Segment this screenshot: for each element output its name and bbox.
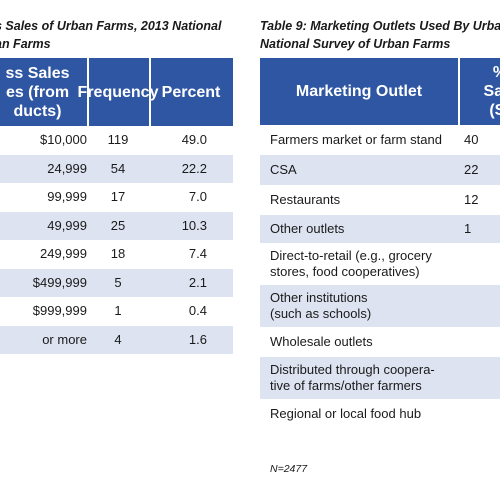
outlet-cell: Other institutions (such as schools) bbox=[270, 290, 455, 322]
outlet-line: stores, food cooperatives) bbox=[270, 264, 420, 279]
outlet-line: CSA bbox=[270, 162, 297, 177]
table-row: 249,999 18 7.4 bbox=[0, 240, 233, 269]
header-gross-sales-line-1: ss Sales bbox=[5, 64, 70, 82]
percent-sales-cell: 12 bbox=[464, 192, 479, 207]
frequency-cell: 17 bbox=[110, 189, 126, 204]
outlet-line: Distributed through coopera- bbox=[270, 362, 435, 377]
list-item: Regional or local food hub bbox=[260, 399, 500, 429]
list-item: Wholesale outlets bbox=[260, 327, 500, 357]
header-percent: Percent bbox=[161, 83, 221, 101]
percent-sales-cell bbox=[464, 327, 500, 357]
frequency-cell: 54 bbox=[110, 160, 126, 176]
header-marketing-outlet: Marketing Outlet bbox=[295, 82, 423, 100]
table-row: $10,000 119 49.0 bbox=[0, 126, 233, 155]
header-pct-line-2: Sale bbox=[483, 83, 500, 100]
header-gross-sales-line-3: ducts) bbox=[13, 102, 62, 120]
list-item: Farmers market or farm stand 40 bbox=[260, 125, 500, 155]
left-table-caption: s Sales of Urban Farms, 2013 National an… bbox=[0, 17, 221, 53]
frequency-cell: 5 bbox=[114, 274, 122, 290]
left-caption-line-2: an Farms bbox=[0, 37, 51, 51]
frequency-cell: 18 bbox=[110, 246, 126, 261]
outlet-cell: Distributed through coopera-tive of farm… bbox=[270, 362, 455, 394]
frequency-cell: 4 bbox=[114, 331, 122, 347]
sales-range-cell: 24,999 bbox=[47, 160, 87, 176]
percent-cell: 22.2 bbox=[181, 160, 207, 176]
sales-range-cell: 49,999 bbox=[47, 217, 87, 233]
outlet-cell: Direct-to-retail (e.g., grocery stores, f… bbox=[270, 248, 455, 280]
outlet-line: Other outlets bbox=[270, 221, 345, 236]
outlet-line: Regional or local food hub bbox=[270, 406, 422, 421]
list-item: Distributed through coopera-tive of farm… bbox=[260, 357, 500, 399]
marketing-outlets-table: Marketing Outlet % Sale (St Farmers mark… bbox=[260, 58, 500, 429]
percent-sales-cell: 22 bbox=[464, 162, 479, 177]
table-row: 24,999 54 22.2 bbox=[0, 154, 233, 183]
header-gross-sales-line-2: es (from bbox=[5, 83, 70, 101]
header-pct-line-1: % bbox=[493, 63, 500, 82]
header-pct-line-3: (St bbox=[489, 102, 500, 119]
right-caption-line-2: National Survey of Urban Farms bbox=[260, 37, 451, 51]
outlet-cell: Other outlets bbox=[270, 221, 455, 237]
right-table-caption: Table 9: Marketing Outlets Used By Urban… bbox=[260, 17, 500, 53]
sales-range-cell: $999,999 bbox=[32, 303, 87, 318]
percent-sales-cell bbox=[464, 357, 500, 399]
header-gross-sales: ss Sales es (from ducts) bbox=[0, 58, 87, 126]
sales-range-cell: $499,999 bbox=[32, 274, 87, 290]
outlet-cell: Farmers market or farm stand bbox=[270, 132, 455, 148]
outlet-line: Farmers market or farm stand bbox=[270, 132, 442, 147]
list-item: Restaurants 12 bbox=[260, 185, 500, 215]
header-frequency: Frequency bbox=[77, 83, 159, 101]
table-row: or more 4 1.6 bbox=[0, 325, 233, 354]
outlet-line: (such as schools) bbox=[270, 306, 372, 321]
percent-cell: 1.6 bbox=[188, 331, 207, 347]
sample-size-note: N=2477 bbox=[270, 463, 308, 475]
frequency-cell: 119 bbox=[107, 132, 129, 147]
sales-range-cell: or more bbox=[42, 331, 87, 347]
outlet-line: Direct-to-retail (e.g., grocery bbox=[270, 248, 432, 263]
gross-sales-table: ss Sales es (from ducts) Frequency Perce… bbox=[0, 58, 233, 354]
left-caption-line-1: s Sales of Urban Farms, 2013 National bbox=[0, 19, 222, 33]
sales-range-cell: 249,999 bbox=[40, 246, 87, 261]
list-item: Other outlets 1 bbox=[260, 215, 500, 243]
frequency-cell: 25 bbox=[110, 217, 126, 233]
percent-cell: 0.4 bbox=[188, 303, 207, 318]
percent-cell: 2.1 bbox=[188, 274, 207, 290]
right-caption-line-1: Table 9: Marketing Outlets Used By Urban… bbox=[260, 19, 500, 33]
percent-sales-cell: 1 bbox=[464, 221, 472, 236]
table-row: 49,999 25 10.3 bbox=[0, 211, 233, 240]
outlet-cell: Restaurants bbox=[270, 192, 455, 208]
header-percent-sales: % Sale (St bbox=[460, 58, 500, 125]
left-table-header: ss Sales es (from ducts) Frequency Perce… bbox=[0, 58, 233, 126]
table-row: $499,999 5 2.1 bbox=[0, 268, 233, 297]
sales-range-cell: 99,999 bbox=[47, 189, 87, 204]
outlet-line: tive of farms/other farmers bbox=[270, 378, 422, 393]
outlet-line: Wholesale outlets bbox=[270, 334, 373, 349]
percent-sales-cell bbox=[464, 285, 500, 327]
outlet-line: Restaurants bbox=[270, 192, 341, 207]
percent-cell: 7.4 bbox=[188, 246, 207, 261]
percent-sales-cell bbox=[464, 243, 500, 285]
table-row: 99,999 17 7.0 bbox=[0, 183, 233, 212]
percent-cell: 49.0 bbox=[181, 132, 207, 147]
list-item: Direct-to-retail (e.g., grocery stores, f… bbox=[260, 243, 500, 285]
percent-cell: 7.0 bbox=[188, 189, 207, 204]
percent-sales-cell: 40 bbox=[464, 132, 479, 147]
sales-range-cell: $10,000 bbox=[40, 132, 87, 147]
outlet-cell: Wholesale outlets bbox=[270, 334, 455, 350]
percent-sales-cell bbox=[464, 399, 500, 429]
outlet-cell: CSA bbox=[270, 162, 455, 178]
outlet-cell: Regional or local food hub bbox=[270, 406, 455, 422]
table-row: $999,999 1 0.4 bbox=[0, 297, 233, 326]
list-item: Other institutions (such as schools) bbox=[260, 285, 500, 327]
list-item: CSA 22 bbox=[260, 155, 500, 185]
percent-cell: 10.3 bbox=[181, 217, 207, 233]
outlet-line: Other institutions bbox=[270, 290, 368, 305]
right-table-header: Marketing Outlet % Sale (St bbox=[260, 58, 500, 125]
frequency-cell: 1 bbox=[114, 303, 122, 318]
